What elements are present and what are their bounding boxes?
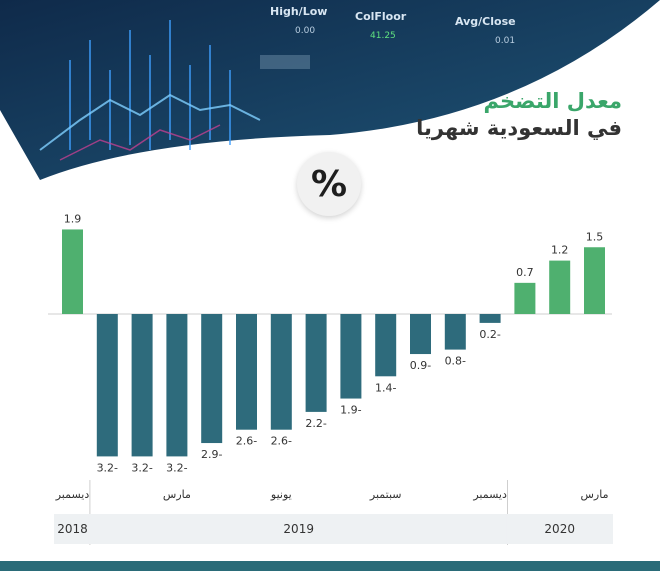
bar-12 [480,314,501,323]
data-label-11: 0.8- [445,355,466,368]
data-label-14: 1.2 [551,244,569,257]
year-label-1: 2019 [283,522,314,536]
data-label-1: 3.2- [97,461,118,474]
bar-2 [132,314,153,456]
bar-5 [236,314,257,430]
month-label-2: يونيو [270,488,292,501]
data-label-12: 0.2- [479,328,500,341]
bar-3 [166,314,187,456]
data-label-15: 1.5 [586,230,604,243]
bar-9 [375,314,396,376]
month-label-5: مارس [581,488,609,501]
data-label-0: 1.9 [64,212,82,225]
bar-4 [201,314,222,443]
bar-7 [306,314,327,412]
month-label-1: مارس [163,488,191,501]
month-label-3: سبتمبر [369,488,402,501]
data-label-4: 2.9- [201,448,222,461]
data-label-9: 1.4- [375,381,396,394]
bar-11 [445,314,466,350]
data-label-5: 2.6- [236,435,257,448]
data-label-3: 3.2- [166,461,187,474]
bottom-bar [0,561,660,571]
bar-14 [549,261,570,314]
bar-10 [410,314,431,354]
bar-13 [514,283,535,314]
bar-1 [97,314,118,456]
month-label-4: ديسمبر [472,488,507,501]
bar-6 [271,314,292,430]
data-label-6: 2.6- [271,435,292,448]
data-label-13: 0.7 [516,266,534,279]
bar-8 [340,314,361,399]
year-label-2: 2020 [544,522,575,536]
data-label-2: 3.2- [131,461,152,474]
data-label-8: 1.9- [340,404,361,417]
year-label-0: 2018 [57,522,88,536]
month-label-0: ديسمبر [55,488,90,501]
bar-0 [62,229,83,314]
bar-15 [584,247,605,314]
data-label-10: 0.9- [410,359,431,372]
data-label-7: 2.2- [305,417,326,430]
